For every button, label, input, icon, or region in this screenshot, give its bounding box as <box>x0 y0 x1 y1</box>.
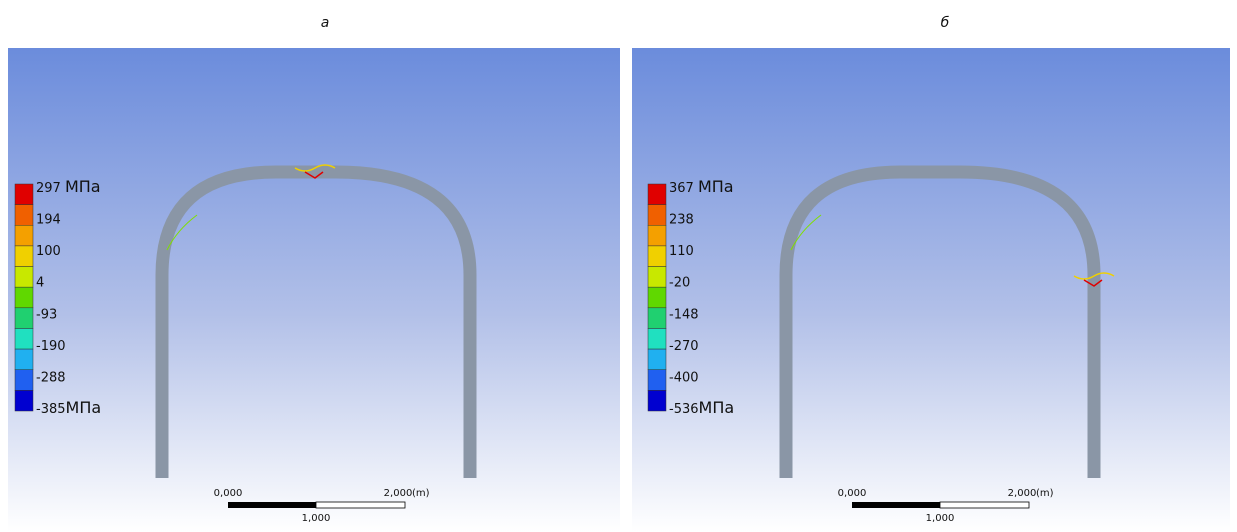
figure: а297 МПа1941004-93-190-288-385МПа0,0002,… <box>0 0 1237 532</box>
legend-swatch <box>648 328 666 349</box>
legend-label: -400 <box>669 370 699 385</box>
legend-label: -190 <box>36 339 66 354</box>
legend-swatch <box>648 308 666 329</box>
viewport <box>8 48 620 532</box>
legend-label: 110 <box>669 244 694 259</box>
scale-black <box>228 502 316 508</box>
legend-value: -190 <box>36 339 66 354</box>
legend-value: 297 <box>36 181 61 196</box>
legend-value: -20 <box>669 276 690 291</box>
scale-unit: (m) <box>1036 488 1054 499</box>
legend-label: 194 <box>36 213 61 228</box>
legend-label: -93 <box>36 307 57 322</box>
legend-swatch <box>15 328 33 349</box>
legend-label: -148 <box>669 307 699 322</box>
scale-start: 0,000 <box>838 488 867 499</box>
legend-swatch <box>648 225 666 246</box>
legend-value: -288 <box>36 370 66 385</box>
scale-white <box>940 502 1029 508</box>
scale-start: 0,000 <box>214 488 243 499</box>
legend-value: -536 <box>669 402 699 417</box>
scale-white <box>316 502 405 508</box>
scale-end: 2,000 <box>384 488 413 499</box>
legend-swatch <box>648 287 666 308</box>
legend-swatch <box>15 184 33 205</box>
legend-value: 194 <box>36 213 61 228</box>
legend-label: -288 <box>36 370 66 385</box>
legend-swatch <box>15 205 33 226</box>
viewport <box>632 48 1230 532</box>
legend-value: 367 <box>669 181 694 196</box>
legend-swatch <box>15 225 33 246</box>
legend-swatch <box>648 267 666 288</box>
legend-unit: МПа <box>698 177 734 196</box>
legend-swatch <box>648 246 666 267</box>
legend-value: -93 <box>36 307 57 322</box>
legend-value: -400 <box>669 370 699 385</box>
legend-swatch <box>15 308 33 329</box>
legend-swatch <box>15 390 33 411</box>
legend-value: 100 <box>36 244 61 259</box>
scale-end: 2,000 <box>1008 488 1037 499</box>
panel-label: а <box>321 15 330 31</box>
scale-black <box>852 502 940 508</box>
legend-swatch <box>648 390 666 411</box>
legend-value: -270 <box>669 339 699 354</box>
legend-swatch <box>15 267 33 288</box>
legend-value: 4 <box>36 276 44 291</box>
legend-swatch <box>15 370 33 391</box>
legend-value: -385 <box>36 402 66 417</box>
legend-label: -270 <box>669 339 699 354</box>
legend-label: -20 <box>669 276 690 291</box>
legend-swatch <box>648 205 666 226</box>
scale-middle: 1,000 <box>302 513 331 524</box>
legend-swatch <box>15 287 33 308</box>
legend-swatch <box>15 349 33 370</box>
legend-value: 110 <box>669 244 694 259</box>
scale-middle: 1,000 <box>926 513 955 524</box>
legend-label: 238 <box>669 213 694 228</box>
legend-unit: МПа <box>699 398 735 417</box>
legend-swatch <box>648 349 666 370</box>
scale-unit: (m) <box>412 488 430 499</box>
legend-value: -148 <box>669 307 699 322</box>
legend-swatch <box>648 370 666 391</box>
legend-label: 4 <box>36 276 44 291</box>
legend-unit: МПа <box>66 398 102 417</box>
legend-swatch <box>648 184 666 205</box>
legend-unit: МПа <box>65 177 101 196</box>
legend-swatch <box>15 246 33 267</box>
panel-label: б <box>941 15 950 31</box>
legend-label: 100 <box>36 244 61 259</box>
legend-value: 238 <box>669 213 694 228</box>
